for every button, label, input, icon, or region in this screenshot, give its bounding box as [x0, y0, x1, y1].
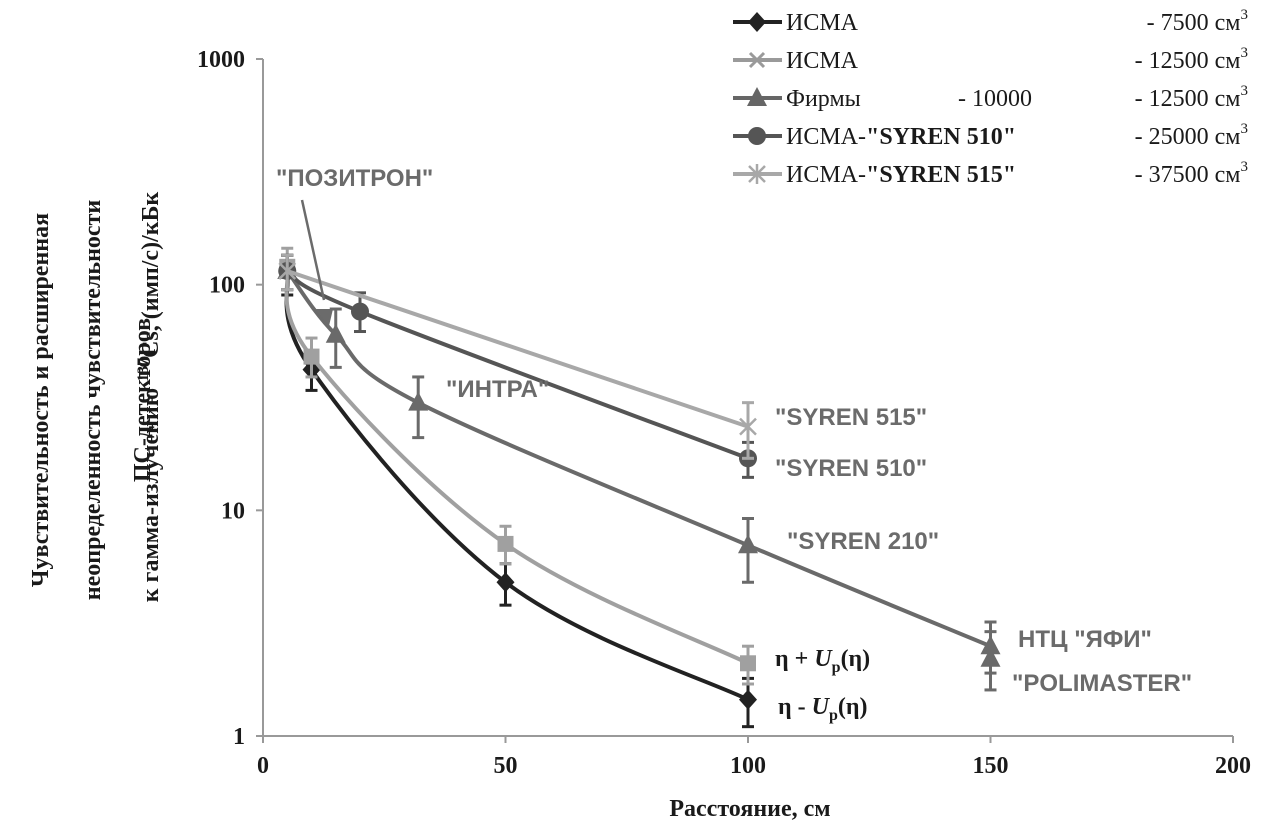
annotation-syren-210: "SYREN 210": [787, 528, 939, 555]
y-tick-label: 1: [233, 724, 245, 750]
y-axis-title-line-3: ПС-детекторов: [130, 318, 156, 482]
y-tick-label: 100: [209, 273, 245, 299]
legend-entry: ИСМА-"SYREN 515" - 37500 см3: [733, 159, 1248, 188]
annotation-arrowhead: [316, 309, 333, 326]
data-point: [739, 689, 757, 710]
legend-entry: ИСМА-"SYREN 510" - 25000 см3: [733, 121, 1248, 150]
legend-marker: [748, 164, 766, 184]
data-point: [325, 323, 346, 343]
series-line: [284, 266, 749, 666]
legend-volume: - 12500 см3: [1135, 45, 1248, 74]
annotation-positron: "ПОЗИТРОН": [276, 165, 433, 192]
y-axis-title-superscript: 137: [135, 358, 152, 382]
series-firms-polimaster: [980, 630, 1001, 692]
y-axis-ticks: 1 10 100 1000: [197, 47, 263, 750]
y-axis-title-line-1: Чувствительность и расширенная: [28, 213, 54, 587]
data-point: [303, 348, 320, 365]
legend-label: ИСМА-"SYREN 515": [786, 162, 1016, 188]
legend-mid-volume: - 10000: [958, 86, 1032, 112]
y-axis-title: Чувствительность и расширенная неопредел…: [28, 192, 164, 603]
data-point: [739, 416, 757, 437]
annotation-eta-plus: η + Up(η): [775, 646, 870, 676]
series-layer: [277, 246, 1001, 729]
data-point: [740, 655, 756, 672]
legend-entry: ИСМА - 12500 см3: [733, 45, 1248, 74]
legend-marker: [748, 51, 766, 69]
series-isma-12500: [279, 246, 756, 686]
series-isma-7500: [278, 253, 757, 729]
legend-marker: [747, 87, 767, 106]
annotation-yafi: НТЦ "ЯФИ": [1018, 626, 1152, 653]
annotations: "ПОЗИТРОН" "ИНТРА" "SYREN 515" "SYREN 51…: [276, 165, 1192, 724]
data-point: [351, 302, 369, 321]
data-point: [278, 260, 297, 281]
x-tick-label: 50: [494, 753, 518, 779]
legend-marker: [748, 127, 766, 145]
series-line: [284, 270, 749, 702]
y-tick-label: 1000: [197, 47, 245, 73]
legend-marker: [748, 12, 766, 32]
data-point: [496, 572, 515, 593]
annotation-intra: "ИНТРА": [446, 376, 549, 403]
annotation-polimaster: "POLIMASTER": [1012, 670, 1192, 697]
legend-label: Фирмы: [786, 86, 861, 112]
legend-volume: - 12500 см3: [1135, 83, 1248, 112]
series-syren-510: [278, 253, 757, 479]
x-tick-label: 100: [730, 753, 766, 779]
data-point: [738, 534, 758, 554]
legend-entry: ИСМА - 7500 см3: [733, 7, 1248, 36]
x-axis-title: Расстояние, см: [669, 796, 830, 822]
annotation-syren-510: "SYREN 510": [775, 455, 927, 482]
legend: ИСМА - 7500 см3 ИСМА - 12500 см3 Фирмы - 1000…: [733, 7, 1248, 188]
x-tick-label: 150: [973, 753, 1009, 779]
annotation-syren-515: "SYREN 515": [775, 404, 927, 431]
annotation-arrow: [300, 199, 326, 301]
data-point: [408, 391, 429, 411]
x-tick-label: 0: [257, 753, 269, 779]
annotation-eta-minus: η - Up(η): [778, 694, 868, 724]
y-axis-title-part-b: Cs, (имп/с)/кБк: [138, 192, 164, 358]
y-axis-title-line-2: неопределенность чувствительности: [80, 200, 106, 601]
data-point: [497, 535, 514, 552]
x-tick-label: 200: [1215, 753, 1251, 779]
legend-volume: - 37500 см3: [1135, 159, 1248, 188]
legend-volume: - 25000 см3: [1135, 121, 1248, 150]
series-syren-515: [278, 253, 757, 460]
y-tick-label: 10: [221, 498, 245, 524]
legend-label: ИСМА-"SYREN 510": [786, 124, 1016, 150]
x-axis-ticks: 0 50 100 150 200: [257, 736, 1251, 779]
series-line: [286, 269, 749, 461]
legend-label: ИСМА: [786, 48, 859, 74]
legend-entry: Фирмы - 10000 - 12500 см3: [733, 83, 1248, 112]
y-axis-title-line-4: к гамма-излучению 137Cs, (имп/с)/кБк: [135, 192, 164, 603]
series-line: [286, 269, 749, 429]
data-point: [980, 647, 1001, 667]
y-axis-title-part-a: к гамма-излучению: [138, 382, 164, 602]
legend-volume: - 7500 см3: [1147, 7, 1248, 36]
legend-label: ИСМА: [786, 10, 859, 36]
